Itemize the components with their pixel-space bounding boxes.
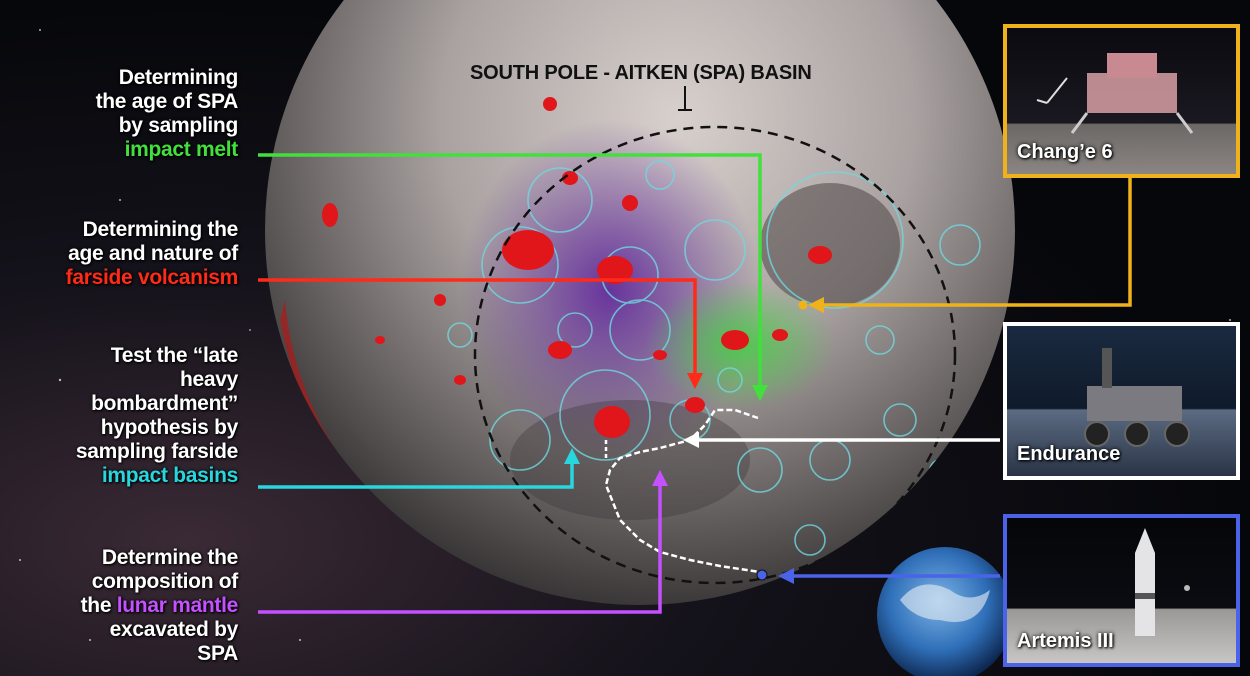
mission-name: Chang’e 6 [1017,141,1113,163]
objective-line: hypothesis by [100,416,239,439]
objective-impact-basins: Test the “late heavy bombardment” hypoth… [30,344,238,488]
objective-line: Determining the [82,218,239,241]
objective-impact-melt: Determining the age of SPA by sampling i… [40,66,239,162]
spa-basin-label: SOUTH POLE - AITKEN (SPA) BASIN [470,62,812,84]
objective-line: the age of SPA [95,90,239,113]
objective-highlight: impact melt [124,138,239,161]
objective-line: by sampling [118,114,239,137]
mission-name: Artemis III [1017,630,1114,652]
objective-line: composition of [91,570,239,593]
impact-basin-outlines [447,160,981,556]
objective-line: age and nature of [68,242,238,265]
mission-leader-lines [683,178,1132,584]
objective-line: Determine the [101,546,238,569]
mission-name: Endurance [1017,443,1121,465]
objective-prefix: the [80,594,117,617]
objective-line: Test the “late [110,344,239,367]
objective-line: sampling farside [75,440,238,463]
objective-leader-lines [258,153,768,614]
objective-line: Determining [118,66,239,89]
objective-highlight: farside volcanism [65,266,239,289]
mission-panel-artemis-iii: Artemis III [1003,514,1240,667]
objective-line: bombardment” [91,392,238,415]
rover-icon [1084,348,1190,447]
endurance-traverse-path [604,408,761,574]
mission-panel-change6: Chang’e 6 [1003,24,1240,178]
farside-volcanism-patches [322,97,832,438]
objective-highlight: lunar mantle [116,594,239,617]
objective-lunar-mantle: Determine the composition of the lunar m… [30,546,239,666]
objective-highlight: impact basins [101,464,238,487]
objective-farside-volcanism: Determining the age and nature of farsid… [20,218,239,290]
objective-line: the lunar mantle [30,594,239,618]
spa-basin-outline [473,125,957,585]
mission-panel-endurance: Endurance [1003,322,1240,480]
lander-icon [1036,53,1194,134]
objective-line: SPA [197,642,238,665]
starship-icon [1135,528,1190,636]
objective-line: excavated by [109,618,239,641]
objective-line: heavy [179,368,238,391]
